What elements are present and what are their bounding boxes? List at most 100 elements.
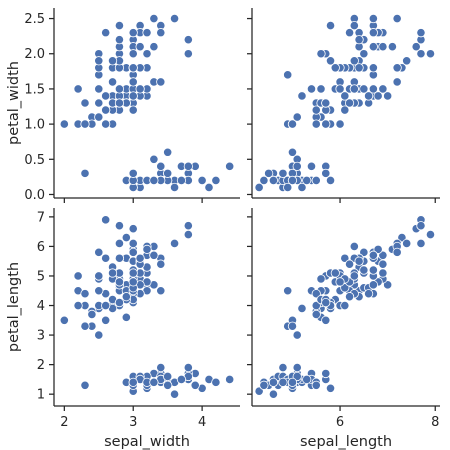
data-point (321, 315, 331, 325)
data-point (128, 238, 138, 249)
data-point (73, 300, 83, 311)
data-point (225, 161, 235, 171)
data-point (101, 300, 111, 311)
data-point (190, 380, 200, 390)
panel-petal_width-vs-sepal_width: 0.0 0.5 1.0 1.5 2.0 2.5 (24, 8, 240, 203)
data-point (387, 42, 398, 52)
data-point (383, 280, 393, 290)
data-point (344, 259, 355, 269)
data-point (335, 277, 345, 287)
data-point (149, 250, 159, 260)
data-point (101, 315, 111, 325)
data-point (368, 84, 378, 94)
data-point (94, 247, 104, 257)
data-point (176, 175, 187, 186)
row-1-axis-label: petal_length (6, 262, 22, 352)
data-point (121, 292, 131, 302)
data-point (87, 309, 97, 319)
data-point (311, 300, 321, 311)
data-point (142, 49, 152, 59)
data-point (402, 238, 412, 249)
data-point (121, 232, 131, 243)
data-point (128, 268, 138, 278)
data-point (163, 380, 173, 390)
data-point (321, 297, 331, 308)
data-point (163, 371, 173, 382)
data-point (183, 49, 193, 59)
y-tick-label: 2.0 (24, 47, 45, 62)
x-tick-label: 6 (336, 415, 344, 430)
data-point (378, 84, 388, 94)
data-point (287, 175, 298, 186)
data-point (183, 161, 193, 171)
data-point (197, 175, 207, 186)
data-point (128, 77, 138, 87)
data-point (359, 265, 369, 275)
data-point (94, 112, 104, 122)
data-point (101, 215, 111, 225)
data-point (402, 56, 412, 66)
data-point (114, 238, 125, 249)
data-point (416, 28, 426, 38)
data-point (94, 271, 104, 281)
data-point (392, 63, 402, 73)
data-point (292, 371, 302, 382)
data-point (225, 374, 235, 384)
data-point (169, 389, 180, 399)
data-point (268, 389, 279, 399)
data-point (101, 105, 111, 115)
data-point (325, 175, 336, 186)
y-tick-label: 1 (37, 388, 45, 403)
data-point (94, 84, 104, 94)
data-point (340, 283, 350, 293)
data-point (101, 253, 111, 263)
data-point (364, 91, 374, 101)
data-point (368, 13, 378, 24)
data-point (114, 277, 125, 287)
data-point (287, 147, 298, 157)
data-point (80, 321, 90, 331)
y-tick-label: 5 (37, 269, 45, 284)
data-point (316, 274, 326, 284)
data-point (311, 380, 321, 390)
data-point (183, 35, 193, 45)
data-point (142, 28, 152, 38)
data-point (340, 91, 350, 101)
data-point (287, 377, 298, 387)
data-point (354, 63, 364, 73)
data-point (94, 98, 104, 108)
data-point (259, 175, 269, 186)
data-point (114, 297, 125, 308)
data-point (149, 175, 159, 186)
data-point (416, 221, 426, 231)
data-point (107, 77, 118, 87)
data-point (378, 259, 388, 269)
data-point (411, 42, 421, 52)
y-tick-label: 7 (37, 210, 45, 225)
data-point (114, 253, 125, 263)
data-point (416, 238, 426, 249)
data-point (204, 182, 214, 193)
data-point (268, 377, 279, 387)
data-point (149, 13, 159, 24)
data-point (354, 256, 364, 266)
data-point (349, 84, 359, 94)
data-point (156, 161, 166, 171)
data-point (107, 268, 118, 278)
data-point (349, 20, 359, 31)
data-point (278, 168, 288, 178)
data-point (73, 84, 83, 94)
data-point (349, 271, 359, 281)
data-point (128, 247, 138, 257)
data-point (128, 63, 138, 73)
data-point (302, 175, 312, 186)
data-point (254, 386, 264, 396)
data-point (128, 91, 138, 101)
data-point (287, 321, 298, 331)
data-point (283, 70, 293, 80)
data-point (321, 168, 331, 178)
data-point (335, 84, 345, 94)
row-0-axis-label: petal_width (6, 61, 22, 145)
data-point (344, 28, 355, 38)
